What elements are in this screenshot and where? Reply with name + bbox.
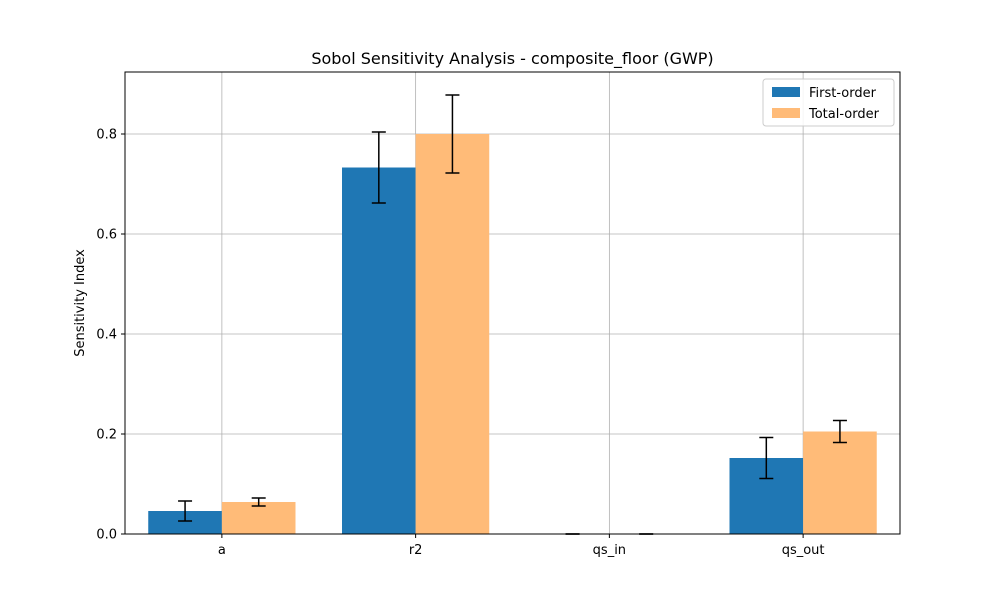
axis-ticks: 0.0 0.2 0.4 0.6 0.8 a r2 qs_in qs_out xyxy=(96,128,824,559)
legend-label-total-order: Total-order xyxy=(808,107,880,122)
plot-frame xyxy=(124,71,901,535)
bar-total-order-qs-out xyxy=(803,431,877,534)
bar-first-order-r2 xyxy=(342,167,416,534)
grid-lines xyxy=(125,72,900,535)
error-bars xyxy=(178,94,847,535)
legend-swatch-total-order xyxy=(772,108,800,118)
legend-label-first-order: First-order xyxy=(809,86,877,101)
chart-title: Sobol Sensitivity Analysis - composite_f… xyxy=(311,49,713,69)
y-tick-label-0: 0.0 xyxy=(96,528,117,543)
bar-first-order-a xyxy=(148,511,222,534)
y-tick-label-3: 0.6 xyxy=(96,228,117,243)
x-tick-label-qs-in: qs_in xyxy=(593,543,626,558)
y-tick-label-4: 0.8 xyxy=(96,128,117,143)
legend: First-order Total-order xyxy=(762,78,895,127)
x-tick-label-r2: r2 xyxy=(409,543,423,558)
bars xyxy=(148,134,877,534)
x-tick-label-qs-out: qs_out xyxy=(782,543,825,558)
y-tick-label-1: 0.2 xyxy=(96,428,117,443)
x-tick-label-a: a xyxy=(218,543,226,558)
legend-swatch-first-order xyxy=(772,87,800,97)
bar-total-order-a xyxy=(221,502,296,534)
y-axis-label: Sensitivity Index xyxy=(73,249,88,357)
y-tick-label-2: 0.4 xyxy=(96,328,117,343)
bar-total-order-r2 xyxy=(415,134,490,534)
